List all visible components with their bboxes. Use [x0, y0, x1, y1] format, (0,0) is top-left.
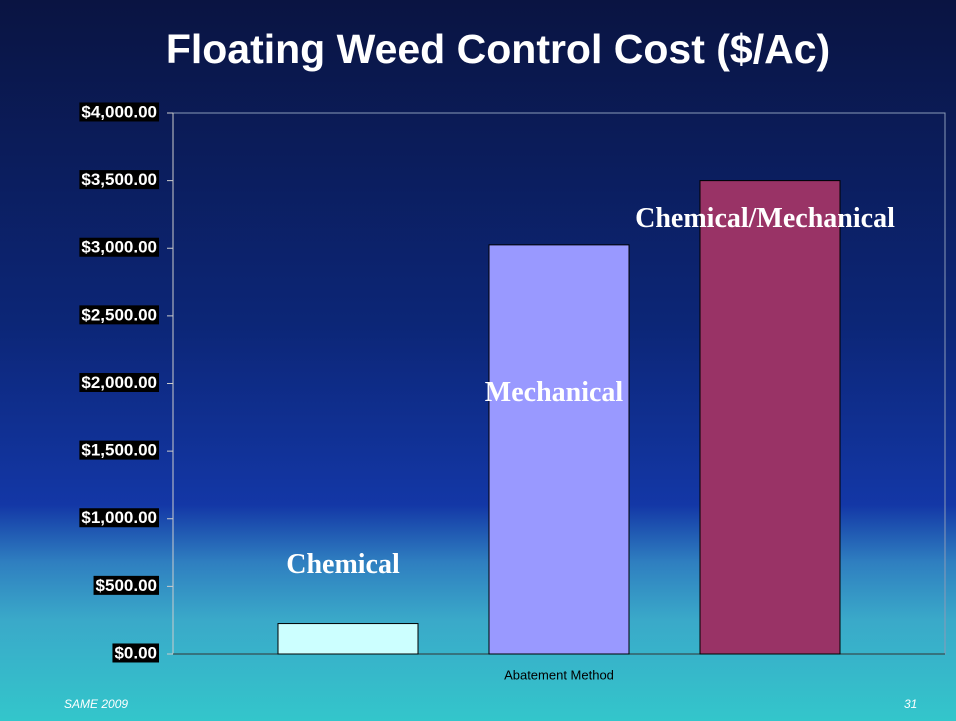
y-tick-label: $2,500.00 — [81, 305, 157, 324]
y-tick-label: $1,500.00 — [81, 441, 157, 460]
y-tick-label-bg — [79, 440, 159, 460]
x-axis-label: Abatement Method — [504, 667, 614, 682]
bar — [488, 244, 630, 655]
y-tick-label: $1,000.00 — [81, 508, 157, 527]
y-tick-label: $3,500.00 — [81, 170, 157, 189]
series-label: Mechanical — [485, 377, 624, 408]
y-tick-label-bg — [79, 508, 159, 528]
y-tick-label: $2,000.00 — [81, 373, 157, 392]
y-tick-label-bg — [112, 643, 159, 663]
y-tick-label: $500.00 — [96, 576, 157, 595]
page-number: 31 — [904, 697, 917, 711]
y-tick-label-bg — [79, 170, 159, 190]
chart-title: Floating Weed Control Cost ($/Ac) — [166, 26, 830, 72]
y-tick-label-bg — [79, 237, 159, 257]
footer-left: SAME 2009 — [64, 697, 128, 711]
series-label: Chemical — [286, 549, 400, 580]
y-tick-label: $4,000.00 — [81, 102, 157, 121]
y-tick-label: $3,000.00 — [81, 238, 157, 257]
y-tick-label-bg — [79, 305, 159, 325]
bar — [699, 180, 841, 655]
y-tick-label-bg — [79, 102, 159, 122]
y-tick-label-bg — [93, 575, 159, 595]
y-tick-label: $0.00 — [114, 643, 157, 662]
y-tick-label-bg — [79, 372, 159, 392]
series-label: Chemical/Mechanical — [635, 203, 895, 234]
bar — [277, 623, 419, 655]
